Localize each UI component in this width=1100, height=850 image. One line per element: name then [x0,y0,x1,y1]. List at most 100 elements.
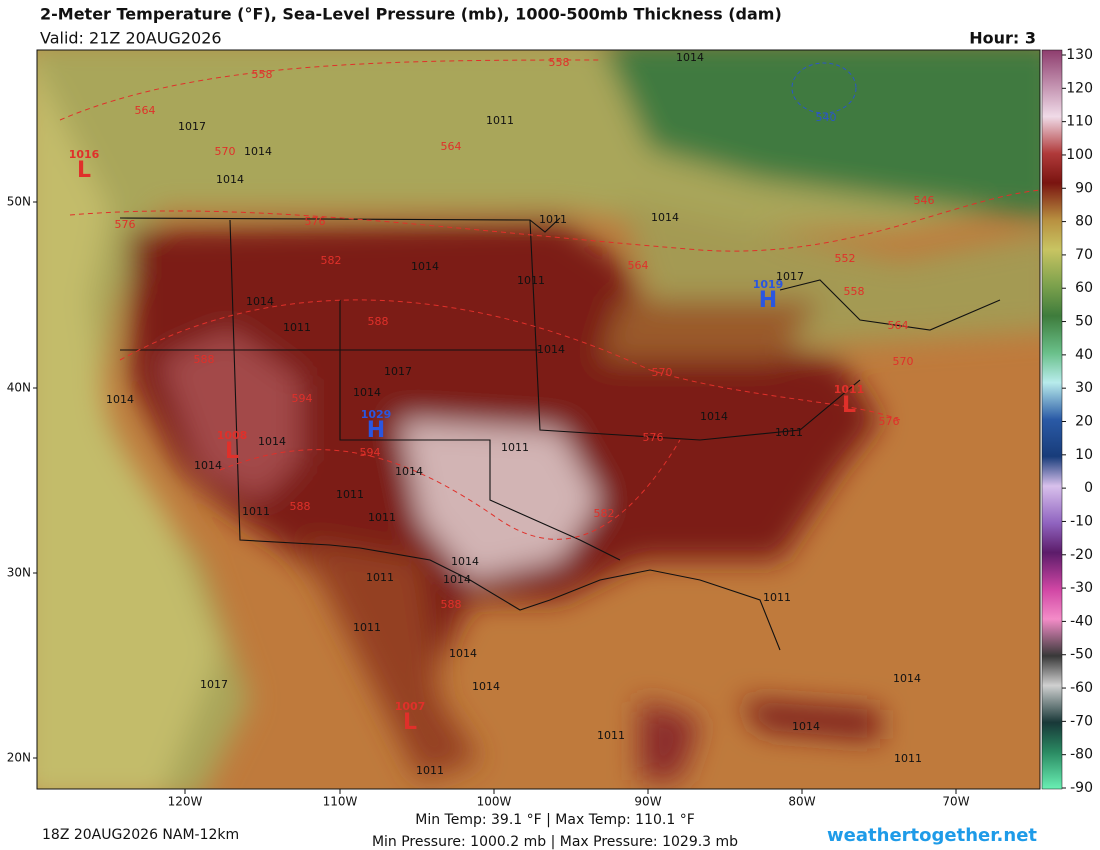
isobar-label: 1014 [451,555,479,568]
isobar-label: 1014 [395,465,423,478]
thickness-label: 564 [888,319,909,332]
lat-label: 20N [7,751,31,765]
model-run: 18Z 20AUG2026 NAM-12km [42,827,239,843]
colorbar-tick-label: -80 [1070,747,1093,763]
isobar-label: 1014 [651,211,679,224]
isobar-label: 1014 [244,145,272,158]
isobar-label: 1014 [353,386,381,399]
thickness-label: 594 [292,392,313,405]
isobar-label: 1011 [336,488,364,501]
lat-label: 40N [7,381,31,395]
title: 2-Meter Temperature (°F), Sea-Level Pres… [40,5,782,24]
colorbar-tick-label: 100 [1066,147,1093,163]
isobar-label: 1011 [894,752,922,765]
isobar-label: 1011 [597,729,625,742]
pressure-center-symbol: H [367,418,385,443]
colorbar-tick-label: -90 [1070,780,1093,796]
isobar-label: 1011 [501,441,529,454]
isobar-label: 1014 [893,672,921,685]
temp-range: Min Temp: 39.1 °F | Max Temp: 110.1 °F [415,812,695,828]
colorbar-tick-label: -10 [1070,513,1093,529]
thickness-label: 570 [652,366,673,379]
pressure-center-value: 1008 [217,429,248,442]
isobar-label: 1011 [416,764,444,777]
thickness-label: 570 [215,145,236,158]
thickness-label: 564 [628,259,649,272]
site-link[interactable]: weathertogether.net [827,825,1037,846]
thickness-label: 582 [321,254,342,267]
isobar-label: 1014 [537,343,565,356]
pressure-center-value: 1016 [69,148,100,161]
colorbar-tick-label: 60 [1075,280,1093,296]
isobar-label: 1014 [792,720,820,733]
isobar-label: 1011 [763,591,791,604]
thickness-label: 564 [441,140,462,153]
map [37,50,1040,789]
isobar-label: 1017 [200,678,228,691]
colorbar-tick-label: -70 [1070,713,1093,729]
map-frame [36,49,1041,790]
thickness-label: 576 [643,431,664,444]
thickness-label: 570 [893,355,914,368]
isobar-label: 1017 [384,365,412,378]
colorbar-tick-label: -30 [1070,580,1093,596]
colorbar-tick-label: 30 [1075,380,1093,396]
thickness-label: 564 [135,104,156,117]
isobar-label: 1017 [178,120,206,133]
thickness-label: 576 [305,215,326,228]
thickness-label: 576 [879,415,900,428]
colorbar-tick-label: 50 [1075,314,1093,330]
colorbar-tick-label: 20 [1075,414,1093,430]
colorbar-tick-label: -60 [1070,680,1093,696]
isobar-label: 1014 [216,173,244,186]
thickness-label: 582 [594,507,615,520]
lon-label: 100W [477,795,512,809]
thickness-label: 558 [549,56,570,69]
pressure-center-symbol: L [225,439,239,464]
colorbar-tick-label: 80 [1075,214,1093,230]
isobar-label: 1014 [246,295,274,308]
isobar-label: 1014 [676,51,704,64]
colorbar-tick-label: 0 [1084,480,1093,496]
isobar-label: 1011 [775,426,803,439]
isobar-label: 1014 [258,435,286,448]
isobar-label: 1017 [776,270,804,283]
thickness-label: 588 [194,353,215,366]
pressure-center-symbol: H [759,288,777,313]
isobar-label: 1014 [472,680,500,693]
isobar-label: 1014 [106,393,134,406]
isobar-label: 1014 [411,260,439,273]
lon-label: 110W [323,795,358,809]
isobar-label: 1011 [242,505,270,518]
colorbar-tick-label: 110 [1066,114,1093,130]
valid-time: Valid: 21Z 20AUG2026 [40,29,222,48]
isobar-label: 1011 [353,621,381,634]
lat-label: 30N [7,566,31,580]
isobar-label: 1014 [443,573,471,586]
pressure-center-symbol: L [842,393,856,418]
thickness-label: 588 [441,598,462,611]
lon-label: 70W [942,795,969,809]
colorbar-tick-label: -20 [1070,547,1093,563]
lat-label: 50N [7,195,31,209]
lon-label: 80W [788,795,815,809]
pressure-center-value: 1007 [395,700,426,713]
isobar-label: 1011 [517,274,545,287]
thickness-label: 588 [290,500,311,513]
pressure-center-value: 1029 [361,408,392,421]
colorbar-tick-label: 90 [1075,180,1093,196]
colorbar-tick-label: 130 [1066,47,1093,63]
thickness-label: 540 [816,111,837,124]
thickness-label: 588 [368,315,389,328]
pressure-center-value: 1011 [834,383,865,396]
thickness-label: 594 [360,446,381,459]
pressure-center-value: 1019 [753,278,784,291]
isobar-label: 1011 [486,114,514,127]
colorbar-tick-label: 120 [1066,80,1093,96]
colorbar [1041,49,1063,790]
isobar-label: 1011 [366,571,394,584]
thickness-label: 546 [914,194,935,207]
isobar-label: 1011 [283,321,311,334]
pressure-center-symbol: L [77,158,91,183]
